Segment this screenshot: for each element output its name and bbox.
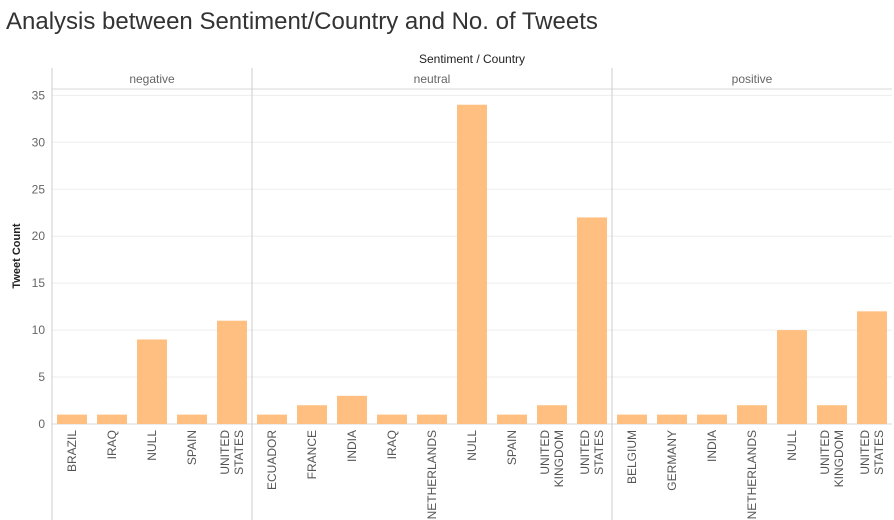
- bar: [177, 414, 207, 424]
- x-category-label: ECUADOR: [265, 430, 279, 490]
- bar: [617, 414, 647, 424]
- bar: [417, 414, 447, 424]
- y-axis-title: Tweet Count: [11, 223, 23, 289]
- x-category-label: BRAZIL: [65, 430, 79, 472]
- y-tick-label: 25: [32, 182, 46, 196]
- x-category-label: IRAQ: [105, 430, 119, 459]
- x-category-label: NULL: [145, 430, 159, 461]
- y-tick-label: 5: [38, 370, 45, 384]
- bar: [577, 217, 607, 424]
- bar: [697, 414, 727, 424]
- column-header: Sentiment / Country: [419, 52, 525, 66]
- bar: [297, 405, 327, 424]
- y-tick-label: 15: [32, 276, 46, 290]
- x-category-label: NULL: [785, 430, 799, 461]
- bar: [537, 405, 567, 424]
- x-category-label: NETHERLANDS: [425, 430, 439, 519]
- bar: [97, 414, 127, 424]
- panel-label-negative: negative: [129, 72, 175, 86]
- x-category-label: UNITEDKINGDOM: [818, 430, 846, 488]
- bar: [337, 395, 367, 424]
- bar: [137, 339, 167, 424]
- x-category-label: INDIA: [705, 430, 719, 462]
- bar: [57, 414, 87, 424]
- x-category-label: GERMANY: [665, 430, 679, 491]
- y-tick-label: 0: [38, 417, 45, 431]
- bar: [457, 104, 487, 425]
- panel-label-neutral: neutral: [414, 72, 451, 86]
- bar: [377, 414, 407, 424]
- x-category-label: NULL: [465, 430, 479, 461]
- x-category-label: IRAQ: [385, 430, 399, 459]
- x-category-label: BELGIUM: [625, 430, 639, 484]
- x-category-label: UNITEDSTATES: [218, 430, 246, 475]
- bar: [217, 320, 247, 424]
- bar: [817, 405, 847, 424]
- y-tick-label: 30: [32, 135, 46, 149]
- panel-label-positive: positive: [732, 72, 773, 86]
- x-category-label: FRANCE: [305, 430, 319, 479]
- bar: [857, 311, 887, 424]
- x-category-label: SPAIN: [185, 430, 199, 465]
- x-category-label: UNITEDSTATES: [578, 430, 606, 475]
- x-category-label: SPAIN: [505, 430, 519, 465]
- bar: [497, 414, 527, 424]
- y-tick-label: 10: [32, 323, 46, 337]
- bar: [777, 330, 807, 424]
- x-category-label: INDIA: [345, 430, 359, 462]
- x-category-label: NETHERLANDS: [745, 430, 759, 519]
- y-tick-label: 20: [32, 229, 46, 243]
- x-category-label: UNITEDSTATES: [858, 430, 886, 475]
- x-category-label: UNITEDKINGDOM: [538, 430, 566, 488]
- chart-title: Analysis between Sentiment/Country and N…: [6, 8, 598, 35]
- bar: [737, 405, 767, 424]
- y-tick-label: 35: [32, 88, 46, 102]
- bar: [257, 414, 287, 424]
- bar: [657, 414, 687, 424]
